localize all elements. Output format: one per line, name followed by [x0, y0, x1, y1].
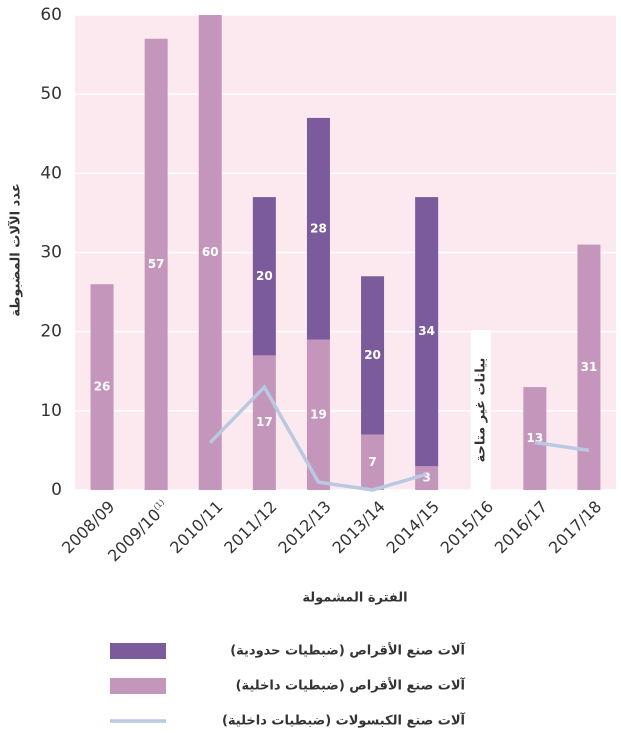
bar	[523, 387, 547, 490]
value-label: 19	[310, 407, 327, 421]
value-label: 28	[310, 221, 327, 235]
x-tick-label: 2011/12	[220, 497, 280, 557]
bar	[306, 117, 330, 340]
value-label: 60	[202, 245, 219, 259]
x-tick-label: 2016/17	[490, 497, 550, 557]
x-tick-label: 2014/15	[382, 497, 442, 557]
x-tick-label: 2013/14	[328, 497, 388, 557]
bar	[415, 466, 439, 490]
value-label: 31	[581, 360, 598, 374]
y-tick-label: 20	[40, 322, 62, 342]
legend-label: آلات صنع الكبسولات (ضبطيات داخلية)	[222, 712, 466, 729]
x-tick-label: 2010/11	[166, 497, 226, 557]
bar	[361, 276, 385, 435]
x-tick-text: 2012/13	[274, 497, 334, 557]
bar	[90, 284, 114, 490]
x-tick-text: 2010/11	[166, 497, 226, 557]
x-tick-label: 2017/18	[545, 497, 605, 557]
y-tick-label: 60	[40, 5, 62, 25]
bar	[577, 244, 601, 490]
line	[534, 440, 590, 453]
y-tick-label: 50	[40, 84, 62, 104]
line	[208, 384, 428, 492]
bar	[252, 197, 276, 356]
bar	[252, 355, 276, 490]
x-tick-text: 2011/12	[220, 497, 280, 557]
value-label: 26	[94, 380, 111, 394]
x-tick-label: 2012/13	[274, 497, 334, 557]
value-label: 20	[364, 348, 381, 362]
x-tick-text: 2017/18	[545, 497, 605, 557]
legend-swatch	[110, 678, 166, 694]
value-label: 57	[148, 257, 165, 271]
y-axis-title: عدد الآلات المضبوطة	[8, 183, 24, 316]
x-axis-title: الفترة المشمولة	[302, 591, 407, 606]
y-tick-label: 10	[40, 401, 62, 421]
y-tick-label: 0	[51, 480, 62, 500]
value-label: 17	[256, 415, 273, 429]
x-tick-label: 2015/16	[436, 497, 496, 557]
annotation-box	[470, 330, 491, 490]
value-label: 3	[422, 471, 430, 485]
bar	[361, 434, 385, 490]
y-tick-label: 30	[40, 243, 62, 263]
x-tick-text: 2014/15	[382, 497, 442, 557]
bar	[198, 15, 222, 490]
legend-swatch	[110, 643, 166, 659]
x-tick-text: 2015/16	[436, 497, 496, 557]
legend-label: آلات صنع الأقراص (ضبطيات حدودية)	[230, 642, 465, 659]
annotation: بيانات غير متاحة	[473, 358, 488, 463]
bar	[144, 38, 168, 490]
value-label: 34	[418, 324, 435, 338]
legend-label: آلات صنع الأقراص (ضبطيات داخلية)	[236, 677, 466, 694]
value-label: 7	[368, 455, 376, 469]
bar	[306, 339, 330, 490]
value-label: 20	[256, 269, 273, 283]
y-tick-label: 40	[40, 163, 62, 183]
x-tick-text: 2016/17	[490, 497, 550, 557]
x-tick-text: 2013/14	[328, 497, 388, 557]
bar	[415, 197, 439, 467]
